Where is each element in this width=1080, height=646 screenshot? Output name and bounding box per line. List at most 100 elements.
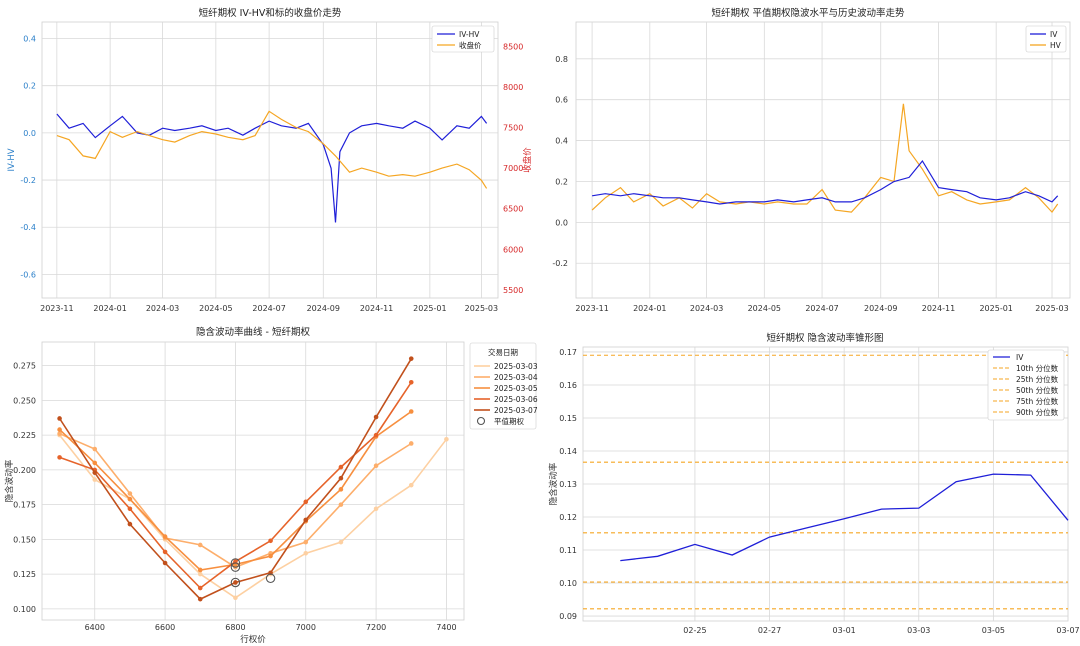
x-tick-label: 02-27 [758,626,781,635]
y-tick-label: 0.275 [13,362,36,371]
x-tick-label: 7000 [296,623,316,632]
iv-smile-chart: 隐含波动率曲线 - 短纤期权 6400 6600 6800 7000 7200 7400 0… [4,326,538,645]
smile-line [58,434,448,599]
y-right-tick-label: 6000 [503,245,523,254]
legend: IV HV [1025,25,1067,53]
y-tick-label: -0.2 [20,176,36,185]
x-tick-label: 2024-09 [864,304,897,313]
smile-point [338,539,344,545]
y-tick-label: 0.150 [13,535,36,544]
y-right-tick-label: 8500 [503,42,523,51]
smile-point [92,460,98,466]
atm-marker [230,558,241,568]
legend-entry: 收盘价 [459,40,482,50]
y-axis-right-label: 收盘价 [522,147,533,173]
smile-point [338,475,344,481]
y-tick-label: 0.16 [559,381,577,390]
smile-point [162,534,168,539]
legend-entry: 25th 分位数 [1016,374,1059,384]
legend-entry: 10th 分位数 [1016,363,1059,373]
x-tick-label: 2025-03 [1035,304,1068,313]
smile-point [338,487,344,492]
y-tick-label: -0.6 [20,270,36,279]
y-right-tick-label: 6500 [503,205,523,214]
plot-frame [41,341,465,621]
smile-point [57,431,62,437]
legend-title: 交易日期 [488,347,518,357]
y-tick-label: 0.2 [555,177,568,186]
x-tick-label: 03-01 [833,626,856,635]
x-tick-label: 03-07 [1056,626,1079,635]
smile-point [373,463,379,469]
y-right-tick-label: 7500 [503,124,523,133]
legend-entry: IV-HV [459,30,480,39]
series-line-iv [620,473,1069,562]
y-tick-label: 0.175 [13,501,36,510]
legend-entry: 90th 分位数 [1016,407,1059,417]
y-tick-label: 0.13 [559,480,577,489]
legend-entry: 2025-03-05 [494,384,538,393]
y-tick-label: 0.09 [559,612,577,621]
y-axis-label: IV-HV [7,148,17,171]
smile-point [197,596,203,602]
legend-entry: 2025-03-06 [494,395,538,404]
x-tick-label: 03-05 [982,626,1005,635]
series-line-iv [592,159,1059,205]
y-right-tick-label: 5500 [503,286,523,295]
y-tick-label: 0.4 [555,137,568,146]
y-axis-label: 隐含波动率 [548,462,559,505]
y-tick-label: 0.17 [559,348,577,357]
x-tick-label: 2023-11 [40,304,73,313]
x-tick-label: 2025-01 [979,304,1012,313]
x-tick-label: 6400 [85,623,105,632]
y-tick-label: 0.2 [23,82,36,91]
legend-entry: IV [1050,30,1058,39]
legend-box [469,342,537,430]
y-tick-label: 0.12 [559,513,577,522]
y-tick-label: 0.0 [23,129,36,138]
y-tick-label: 0.8 [555,55,568,64]
smile-point [303,499,309,505]
x-tick-label: 7400 [436,623,456,632]
y-tick-label: -0.4 [20,223,36,232]
smile-point [127,496,133,502]
smile-point [408,380,414,385]
chart-title: 隐含波动率曲线 - 短纤期权 [196,326,310,338]
x-tick-label: 2024-11 [922,304,955,313]
smile-point [408,356,414,361]
chart-title: 短纤期权 平值期权隐波水平与历史波动率走势 [711,7,905,19]
iv-hv-close-chart: 短纤期权 IV-HV和标的收盘价走势 2023-11 2024-01 2024-03… [7,7,533,313]
smile-point [373,414,379,420]
legend-swatch-atm [476,416,486,426]
smile-point [92,446,98,452]
y-right-tick-label: 8000 [503,83,523,92]
legend-entry: 2025-03-07 [494,406,538,415]
smile-point [303,539,309,545]
y-tick-label: 0.200 [13,466,36,475]
smile-point [92,470,98,475]
series-line-hv [591,103,1059,214]
legend-entry: 50th 分位数 [1016,385,1059,395]
x-axis-label: 行权价 [240,634,266,645]
y-tick-label: 0.15 [559,414,577,423]
smile-point [197,571,203,577]
smile-point [408,409,414,414]
x-tick-label: 2025-01 [413,304,446,313]
y-right-tick-label: 7000 [503,164,523,173]
smile-point [373,506,379,512]
smile-point [197,542,203,548]
smile-point [268,553,273,559]
smile-point [373,432,379,438]
y-tick-label: 0.225 [13,431,36,440]
x-tick-label: 2024-07 [805,304,838,313]
y-tick-label: -0.2 [552,259,568,268]
smile-point [92,477,98,482]
x-tick-label: 2024-01 [93,304,126,313]
atm-marker [265,573,276,584]
atm-marker [230,562,241,572]
legend-entry: 2025-03-04 [494,373,538,382]
smile-point [233,580,238,585]
smile-point [233,595,238,601]
smile-point [268,538,273,544]
